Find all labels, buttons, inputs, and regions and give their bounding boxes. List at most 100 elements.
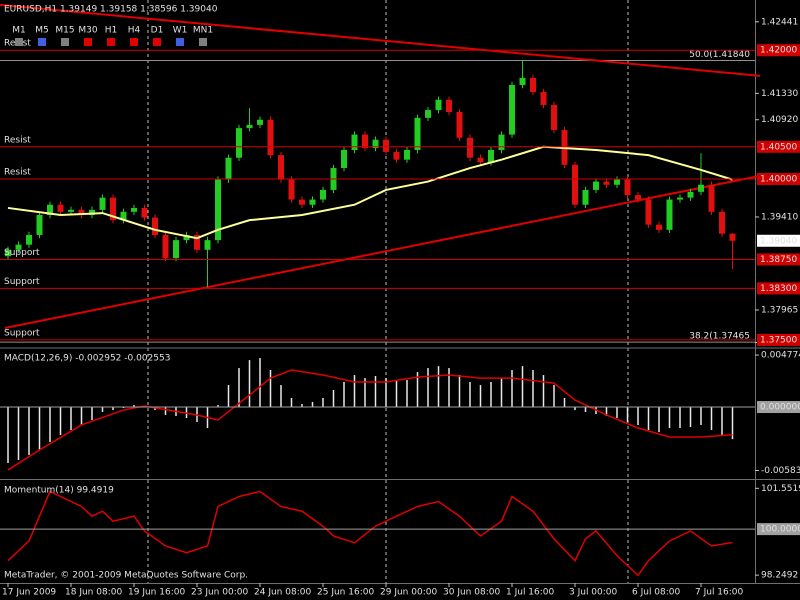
level-box <box>757 44 800 57</box>
timeframe-label: W1 <box>173 26 188 36</box>
panel-title: Momentum(14) 99.4919 <box>4 486 114 496</box>
candle-body <box>551 104 557 131</box>
candle-body <box>320 189 326 200</box>
candle-body <box>5 249 11 257</box>
candle-body <box>120 211 127 221</box>
level-name: Support <box>4 328 40 338</box>
candle-body <box>708 184 715 212</box>
footer: MetaTrader, © 2001-2009 MetaQuotes Softw… <box>4 571 248 581</box>
candle-body <box>540 92 547 105</box>
candle-body <box>36 215 43 235</box>
candle-body <box>635 195 641 200</box>
x-tick-label: 30 Jun 08:00 <box>443 588 500 598</box>
x-tick-label: 6 Jul 08:00 <box>632 588 681 598</box>
timeframe-label: MN1 <box>193 26 213 36</box>
fib-label: 50.0(1.41840 <box>689 50 750 60</box>
candle-body <box>204 240 211 250</box>
candle-body <box>257 119 263 125</box>
level-box <box>757 401 800 414</box>
y-tick-label: 1.39410 <box>761 212 798 222</box>
level-label: 100.0000 <box>760 525 800 535</box>
level-label: 1.37500 <box>760 335 797 345</box>
level-label: 1.40500 <box>760 142 797 152</box>
timeframe-label: H1 <box>105 26 118 36</box>
timeframe-label: D1 <box>151 26 164 36</box>
candle-body <box>477 157 484 163</box>
indicator-line <box>7 490 733 577</box>
y-tick-label: -0.00583 <box>761 466 800 476</box>
timeframe-marker <box>15 38 23 46</box>
candle-body <box>645 199 652 225</box>
candle-body <box>677 197 683 200</box>
x-tick-label: 29 Jun 00:00 <box>380 588 437 598</box>
timeframe-label: M5 <box>35 26 49 36</box>
level-label: 1.42000 <box>760 46 797 56</box>
level-name: Resist <box>4 167 31 177</box>
candle-body <box>383 139 389 152</box>
candle-body <box>162 234 169 259</box>
candle-body <box>236 128 242 158</box>
candle-body <box>362 134 368 149</box>
level-box <box>757 282 800 295</box>
candle-body <box>530 77 536 93</box>
candle-body <box>425 110 431 118</box>
candle-body <box>666 199 673 230</box>
trendline <box>0 3 761 77</box>
timeframe-marker <box>61 38 69 46</box>
x-tick-label: 17 Jun 2009 <box>2 588 56 598</box>
candle-body <box>78 209 85 216</box>
candle-body <box>68 209 74 212</box>
panel-title: EURUSD,H1 1.39149 1.39158 1.38596 1.3904… <box>4 5 218 15</box>
timeframe-marker <box>153 38 161 46</box>
candle-body <box>603 181 610 185</box>
level-box <box>757 333 800 346</box>
level-label: 1.40000 <box>760 174 797 184</box>
x-tick-label: 3 Jul 00:00 <box>569 588 618 598</box>
candle-body <box>498 134 505 151</box>
level-box <box>757 523 800 536</box>
candle-body <box>593 181 599 190</box>
timeframe-marker <box>176 38 184 46</box>
y-tick-label: 98.2492 <box>761 571 798 581</box>
candle-body <box>131 207 137 212</box>
timeframe-label: H4 <box>128 26 141 36</box>
y-tick-label: 0.004774 <box>761 351 800 361</box>
trendline <box>4 174 761 329</box>
candle-body <box>152 217 158 235</box>
level-box <box>757 140 800 153</box>
candle-body <box>341 150 347 169</box>
candle-body <box>687 191 694 198</box>
candle-body <box>488 150 494 163</box>
last-price-label: 1.39040 <box>760 236 797 246</box>
candle-body <box>173 240 179 259</box>
timeframe-marker <box>199 38 207 46</box>
level-label: 1.38300 <box>760 284 797 294</box>
candle-body <box>26 234 32 245</box>
level-box <box>757 253 800 266</box>
candle-body <box>89 209 95 216</box>
candle-body <box>194 234 200 250</box>
level-box <box>757 172 800 185</box>
candle-body <box>372 139 379 149</box>
y-tick-label: 1.37965 <box>761 305 798 315</box>
timeframe-label: M1 <box>12 26 26 36</box>
candle-body <box>393 151 400 160</box>
candle-body <box>698 184 704 192</box>
y-tick-label: 1.40920 <box>761 115 798 125</box>
candle-body <box>246 124 253 129</box>
candle-body <box>414 117 421 151</box>
candle-body <box>183 234 190 241</box>
candle-body <box>15 244 22 250</box>
candle-body <box>404 150 410 160</box>
candle-body <box>519 77 526 85</box>
candle-body <box>656 224 662 230</box>
candle-body <box>351 134 358 151</box>
candle-body <box>614 179 620 185</box>
y-tick-label: 1.41330 <box>761 89 798 99</box>
level-label: 1.38750 <box>760 255 797 265</box>
level-name: Support <box>4 277 40 287</box>
candle-body <box>278 155 284 180</box>
x-tick-label: 1 Jul 16:00 <box>506 588 555 598</box>
